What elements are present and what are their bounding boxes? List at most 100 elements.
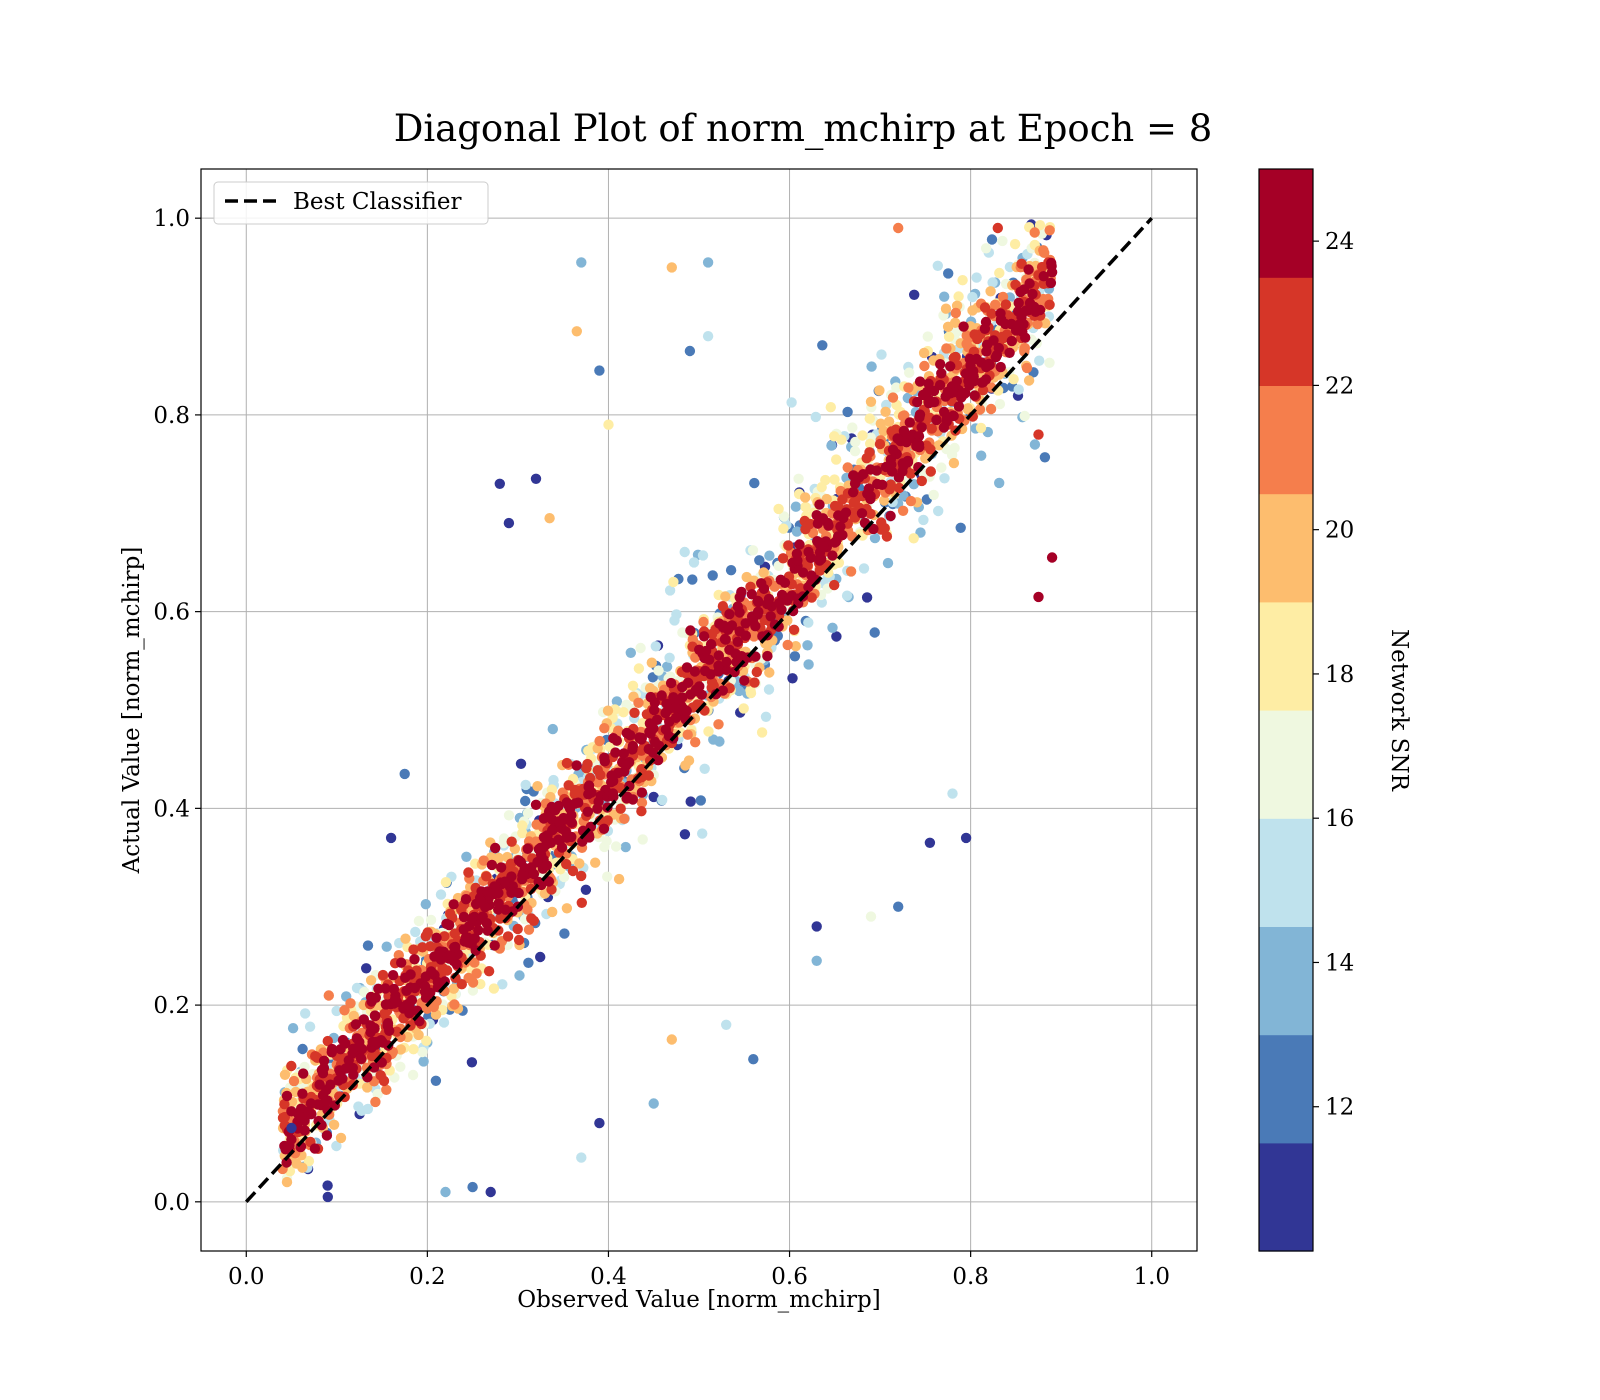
colorbar-segment [1259,385,1313,495]
scatter-point [685,796,696,807]
scatter-point [885,479,896,490]
scatter-point [811,955,822,966]
scatter-point [517,827,528,839]
scatter-point [499,876,511,887]
scatter-point [803,617,814,628]
scatter-point [845,566,857,577]
scatter-point [782,639,793,651]
scatter-point [456,979,467,990]
scatter-point [922,331,933,342]
scatter-point [377,969,389,981]
scatter-point [370,1096,381,1108]
scatter-point [817,513,829,524]
colorbar-frame [1258,168,1314,1252]
scatter-point [365,975,377,986]
scatter-point [583,745,594,756]
scatter-point [576,870,587,882]
legend-label: Best Classifier [293,189,461,215]
scatter-point [972,333,983,345]
scatter-point [340,1063,352,1074]
scatter-point [1044,225,1055,236]
scatter-point [331,1005,342,1017]
scatter-point [417,942,428,953]
scatter-point [953,291,964,302]
scatter-point [941,413,953,424]
scatter-point [837,529,848,541]
scatter-point [298,1068,309,1079]
scatter-point [876,349,887,360]
scatter-point [837,494,848,505]
scatter-point [1006,335,1017,347]
scatter-point [361,963,372,974]
scatter-point [482,886,493,897]
colorbar-segment [1259,277,1313,386]
scatter-point [1044,299,1055,310]
scatter-point [618,748,629,759]
scatter-point [544,513,555,524]
scatter-point [841,590,853,601]
scatter-point [865,493,876,505]
scatter-point [502,931,514,942]
scatter-point [916,475,927,487]
scatter-point [471,968,482,979]
scatter-point [936,368,947,379]
scatter-point [747,545,759,556]
colorbar-segment [1259,493,1313,603]
scatter-point [610,747,621,758]
scatter-point [582,806,594,817]
scatter-point [720,634,731,645]
scatter-point [938,422,950,433]
scatter-point [993,342,1004,354]
scatter-point [396,957,407,968]
scatter-point [874,438,886,450]
scatter-point [1038,271,1049,282]
scatter-point [924,837,936,848]
scatter-point [874,385,885,396]
scatter-point [894,482,905,494]
colorbar [1259,169,1313,1252]
scatter-point [749,477,760,489]
scatter-point [440,877,452,888]
scatter-point [594,1117,605,1129]
scatter-point [514,970,525,981]
scatter-point [592,765,603,776]
scatter-point [995,308,1006,319]
scatter-point [684,345,696,357]
scatter-point [380,999,392,1010]
scatter-point [576,897,587,908]
scatter-point [369,1022,380,1034]
scatter-point [385,832,397,844]
chart-title: Diagonal Plot of norm_mchirp at Epoch = … [394,107,1213,151]
scatter-point [649,736,661,748]
scatter-point [1008,374,1019,385]
scatter-point [974,404,986,415]
scatter-point [559,928,570,939]
scatter-point [493,852,504,864]
scatter-point [842,462,853,473]
scatter-point [566,817,577,828]
scatter-point [893,472,905,483]
scatter-point [648,1098,659,1109]
scatter-point [863,483,875,494]
scatter-point [943,331,955,342]
scatter-point [362,1082,373,1093]
scatter-point [304,1021,316,1032]
scatter-point [689,666,701,677]
scatter-point [404,1008,415,1019]
scatter-point [558,871,570,883]
scatter-point [865,438,876,449]
scatter-point [831,631,842,642]
scatter-point [850,436,861,448]
scatter-point [651,714,663,725]
scatter-point [299,1112,310,1123]
scatter-point [400,933,411,944]
scatter-point [774,597,785,609]
scatter-point [409,982,421,994]
scatter-point [883,416,895,427]
scatter-point [636,787,648,798]
scatter-point [657,794,668,806]
scatter-point [758,567,769,578]
scatter-point [1015,286,1026,298]
scatter-point [724,609,735,620]
scatter-point [810,411,821,423]
